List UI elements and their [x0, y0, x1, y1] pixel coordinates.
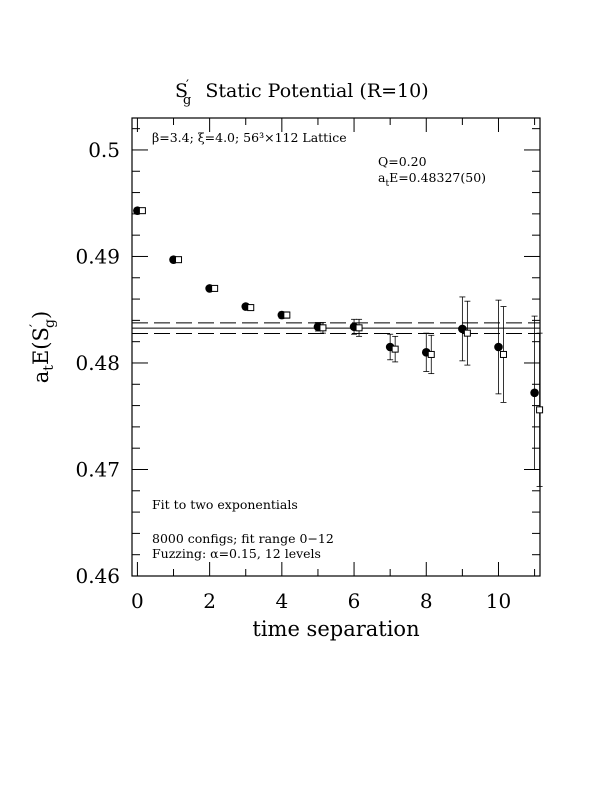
data-point-circle	[530, 388, 539, 398]
chart-title: S′ g Static Potential (R=10)	[175, 78, 429, 108]
y-tick-label: 0.46	[75, 564, 120, 588]
y-tick-label: 0.48	[75, 351, 120, 375]
x-tick-label: 8	[420, 589, 433, 613]
q-annotation: Q=0.20	[378, 154, 427, 169]
title-prime: ′	[186, 78, 189, 93]
lattice-annotation: β=3.4; ξ=4.0; 56³×112 Lattice	[152, 130, 347, 145]
y-label-close: )	[29, 311, 53, 319]
data-point-square	[319, 324, 327, 332]
y-tick-label: 0.5	[88, 138, 120, 162]
plot-frame	[131, 117, 541, 577]
data-markers	[133, 206, 544, 414]
data-point-square	[536, 406, 544, 414]
y-label-prime: ′	[28, 324, 44, 327]
x-tick-label: 2	[203, 589, 216, 613]
data-point-square	[211, 284, 219, 292]
y-axis-label: atE(S′g)	[28, 311, 58, 383]
x-tick-label: 6	[348, 589, 361, 613]
y-label-prefix: a	[29, 371, 53, 384]
y-label-mid: E(S	[29, 327, 53, 365]
fit-result-prefix: a	[378, 170, 386, 185]
tick-labels: 0 2 4 6 8 10 0.46 0.47 0.48 0.49 0.5	[75, 138, 511, 613]
data-point-square	[138, 207, 146, 215]
fit-type-annotation: Fit to two exponentials	[152, 497, 298, 512]
title-symbol: S	[175, 80, 188, 102]
error-bars	[134, 208, 543, 487]
fit-result-annotation: atE=0.48327(50)	[378, 170, 486, 189]
fit-result-value: E=0.48327(50)	[389, 170, 486, 185]
fit-result-subscript: t	[385, 179, 389, 189]
data-point-square	[247, 304, 255, 312]
y-tick-label: 0.49	[75, 244, 120, 268]
data-point-square	[499, 350, 507, 358]
title-subscript: g	[183, 93, 191, 108]
fit-band	[132, 322, 540, 334]
configs-annotation: 8000 configs; fit range 0−12	[152, 531, 334, 546]
y-label-subscript-g: g	[42, 319, 58, 328]
data-point-square	[427, 350, 435, 358]
data-point-square	[463, 329, 471, 337]
data-point-square	[355, 324, 363, 332]
x-tick-label: 4	[275, 589, 288, 613]
x-tick-label: 10	[486, 589, 511, 613]
data-point-square	[175, 256, 183, 264]
x-tick-label: 0	[131, 589, 144, 613]
data-point-square	[391, 345, 399, 353]
fuzzing-annotation: Fuzzing: α=0.15, 12 levels	[152, 546, 321, 561]
y-label-subscript: t	[41, 365, 57, 371]
data-point-square	[283, 311, 291, 319]
data-point-circle	[494, 342, 503, 352]
axis-ticks	[132, 118, 540, 577]
x-axis-label: time separation	[252, 617, 419, 641]
title-text: Static Potential (R=10)	[205, 80, 428, 102]
y-tick-label: 0.47	[75, 457, 120, 481]
